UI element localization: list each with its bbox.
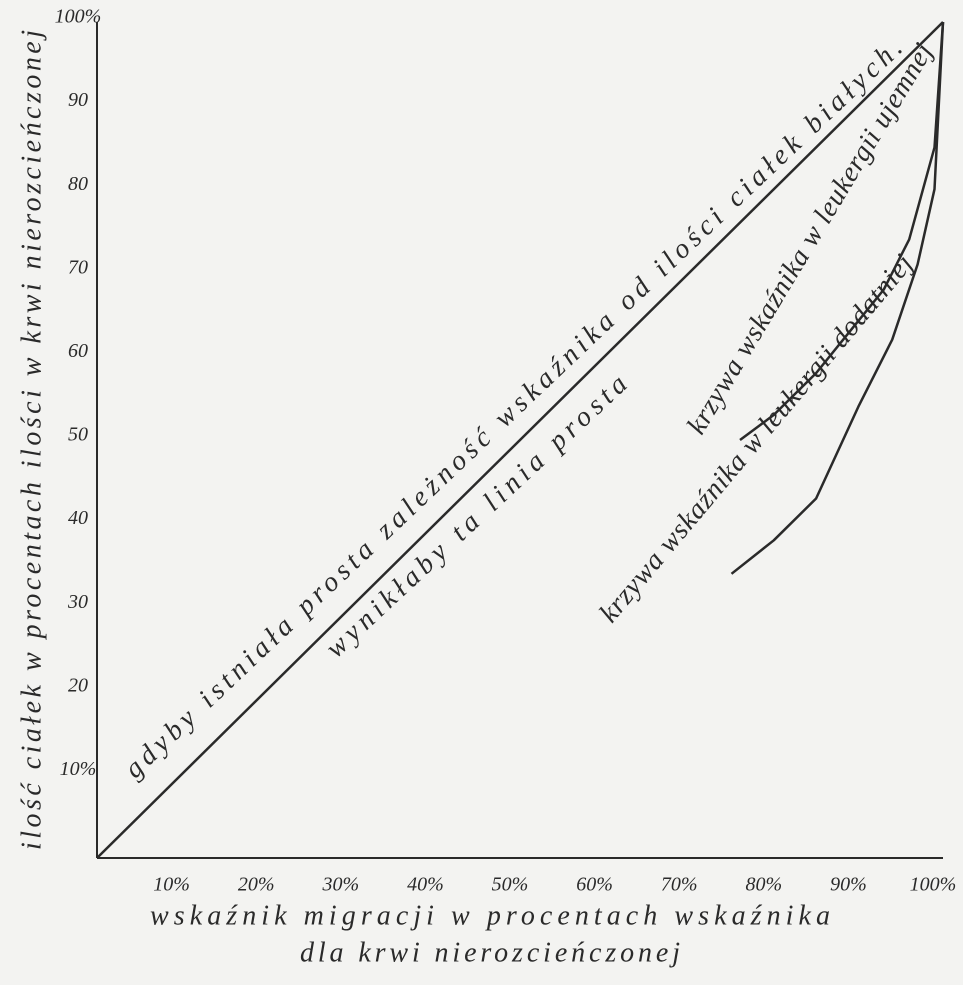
x-tick-label: 70% [661,874,698,896]
x-tick-label: 30% [321,874,359,896]
data-line [730,21,945,575]
y-tick-label: 40 [68,507,88,529]
data-line [739,21,945,442]
y-tick-label: 10% [60,758,97,780]
y-tick-label: 90 [68,89,88,111]
x-tick-label: 40% [407,874,444,896]
y-tick-label: 80 [68,173,88,195]
y-tick-label: 30 [67,591,88,613]
x-tick-label: 20% [238,874,275,896]
y-tick-label: 70 [68,256,88,278]
x-tick-label: 100% [910,874,957,896]
x-tick-label: 60% [576,874,613,896]
x-tick-label: 80% [745,874,782,896]
y-tick-label: 20 [68,674,88,696]
x-tick-label: 90% [830,874,867,896]
x-tick-label: 50% [492,874,529,896]
data-line [96,21,944,859]
y-tick-label: 100% [55,6,102,28]
x-axis-label: wskaźnik migracji w procentach wskaźnika [150,900,830,931]
y-tick-label: 60 [68,340,88,362]
x-tick-label: 10% [153,874,190,896]
y-tick-label: 50 [68,424,88,446]
